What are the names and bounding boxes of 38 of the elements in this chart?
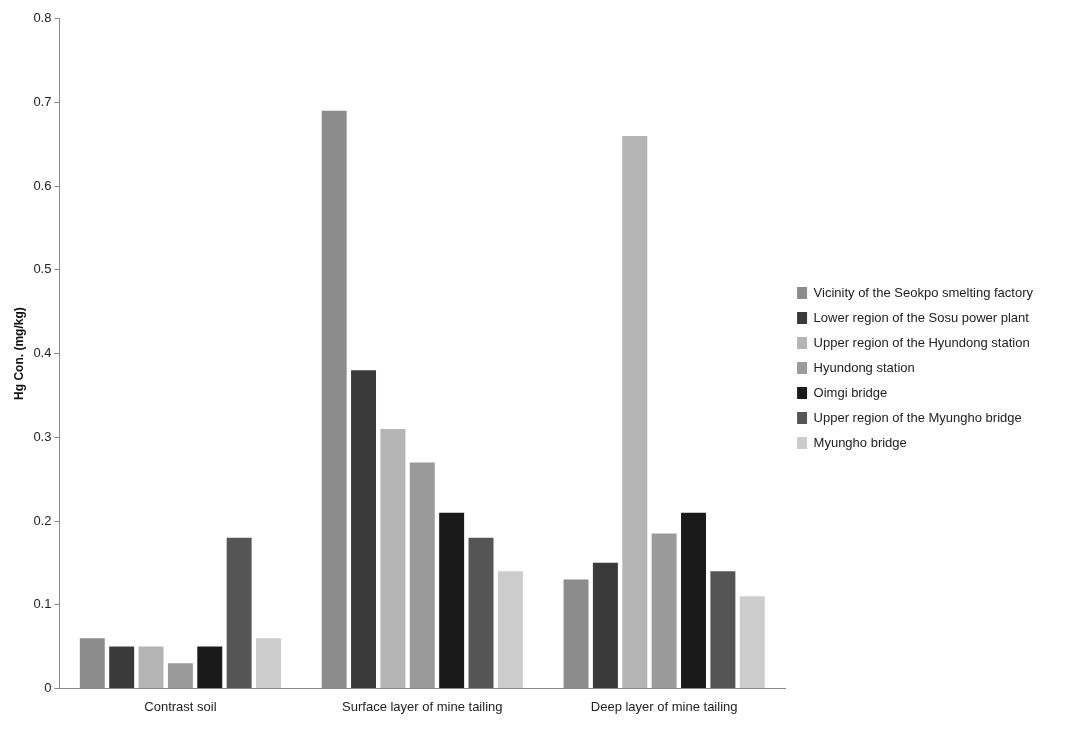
bar xyxy=(468,537,494,688)
y-tick-label: 0.2 xyxy=(33,512,52,528)
bar xyxy=(138,646,164,688)
bar xyxy=(739,596,765,688)
bar xyxy=(226,537,252,688)
x-tick-label: Surface layer of mine tailing xyxy=(342,698,503,714)
y-tick-label: 0.3 xyxy=(33,428,52,444)
legend-label: Upper region of the Myungho bridge xyxy=(813,409,1022,425)
x-tick-label: Deep layer of mine tailing xyxy=(590,698,738,714)
bar xyxy=(651,533,677,688)
legend-label: Lower region of the Sosu power plant xyxy=(813,309,1030,325)
bar xyxy=(351,370,377,688)
y-tick-label: 0.8 xyxy=(33,10,52,26)
bar xyxy=(197,646,223,688)
bar xyxy=(622,135,648,688)
bar xyxy=(439,512,465,688)
x-tick-label: Contrast soil xyxy=(144,698,217,714)
y-tick-label: 0.4 xyxy=(33,345,52,361)
y-tick-label: 0.1 xyxy=(33,596,52,612)
legend-label: Vicinity of the Seokpo smelting factory xyxy=(813,284,1034,300)
legend-label: Hyundong station xyxy=(813,359,915,375)
y-tick-label: 0.7 xyxy=(33,94,52,110)
bar xyxy=(409,462,435,688)
legend-label: Oimgi bridge xyxy=(813,384,888,400)
bar xyxy=(109,646,135,688)
y-axis-title: Hg Con. (mg/kg) xyxy=(11,307,26,400)
y-tick-label: 0.6 xyxy=(33,177,52,193)
bar xyxy=(497,571,523,688)
bar xyxy=(681,512,706,688)
legend-label: Upper region of the Hyundong station xyxy=(813,334,1030,350)
y-tick-label: 0 xyxy=(44,679,52,695)
bar xyxy=(380,428,406,688)
bar xyxy=(167,663,193,688)
y-tick-label: 0.5 xyxy=(33,261,52,277)
bar xyxy=(256,638,281,688)
legend-label: Myungho bridge xyxy=(813,434,907,450)
bar xyxy=(592,562,618,688)
bar xyxy=(710,571,736,688)
